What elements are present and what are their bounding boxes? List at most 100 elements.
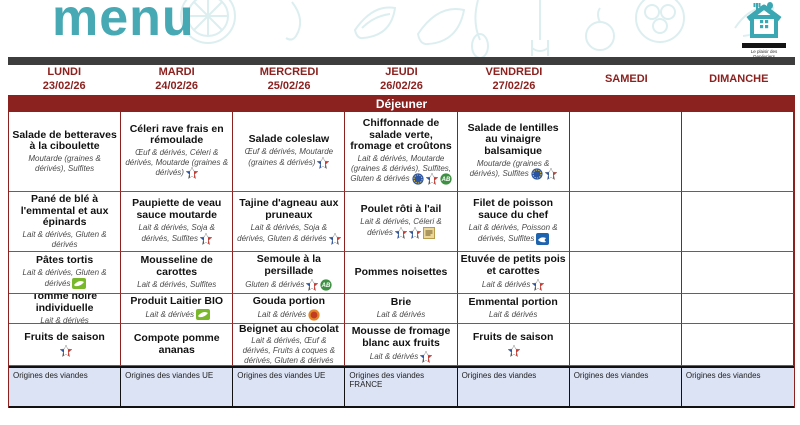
origin-cell-jeudi: Origines des viandes FRANCE bbox=[345, 366, 458, 408]
menu-item-allergens: Lait & dérivés, Soja & dérivés, Sulfites bbox=[138, 222, 215, 245]
menu-cell-entree-dimanche bbox=[681, 112, 794, 192]
menu-cell-accompagnement-lundi: Pâtes tortis Lait & dérivés, Gluten & dér… bbox=[9, 252, 122, 294]
menu-cell-dessert-jeudi: Mousse de fromage blanc aux fruits Lait &… bbox=[345, 324, 458, 366]
day-date: 27/02/26 bbox=[492, 80, 536, 92]
day-label: MARDI bbox=[158, 66, 195, 79]
france-origin-icon bbox=[424, 172, 439, 186]
table-top-bar bbox=[8, 57, 795, 65]
menu-cell-plat-lundi: Pané de blé à l'emmental et aux épinards… bbox=[9, 192, 122, 252]
day-label: DIMANCHE bbox=[709, 73, 769, 86]
menu-item-allergens: Lait & dérivés bbox=[40, 315, 89, 324]
menu-item-title: Tomme noire individuelle bbox=[31, 294, 98, 315]
origin-cell-dimanche: Origines des viandes bbox=[681, 366, 794, 408]
france-origin-icon bbox=[507, 344, 521, 358]
day-header-dimanche: DIMANCHE bbox=[683, 65, 795, 95]
day-header-samedi: SAMEDI bbox=[570, 65, 682, 95]
menu-cell-dessert-samedi bbox=[569, 324, 682, 366]
house-fork-spoon-icon bbox=[746, 2, 782, 38]
menu-table: Déjeuner Salade de betteraves à la cibou… bbox=[8, 95, 795, 408]
yellow-quality-label-icon bbox=[422, 226, 435, 239]
menu-cell-accompagnement-jeudi: Pommes noisettes bbox=[345, 252, 458, 294]
brand-logo: Le plaisir des Genévriers bbox=[736, 2, 792, 59]
france-origin-icon bbox=[199, 231, 213, 245]
menu-item-labels bbox=[531, 167, 558, 181]
menu-item-allergens: Lait & dérivés bbox=[258, 309, 320, 321]
menu-item-allergens bbox=[58, 344, 73, 358]
day-label: LUNDI bbox=[47, 66, 82, 79]
menu-item-allergens: Œuf & dérivés, Moutarde (graines & dériv… bbox=[244, 147, 334, 169]
menu-cell-dessert-lundi: Fruits de saison bbox=[9, 324, 122, 366]
menu-item-title: Etuvée de petits pois et carottes bbox=[460, 253, 566, 277]
menu-item-title: Salade de lentilles au vinaigre balsamiq… bbox=[467, 121, 559, 158]
menu-cell-dessert-mardi: Compote pomme ananas bbox=[121, 324, 234, 366]
menu-item-title: Pâtes tortis bbox=[35, 254, 94, 267]
day-header-lundi: LUNDI 23/02/26 bbox=[8, 65, 120, 95]
day-date: 25/02/26 bbox=[267, 80, 311, 92]
blue-quality-label-icon bbox=[411, 173, 424, 185]
day-date: 24/02/26 bbox=[155, 80, 199, 92]
menu-item-title: Fruits de saison bbox=[472, 331, 554, 344]
menu-cell-plat-mardi: Paupiette de veau sauce moutarde Lait & d… bbox=[121, 192, 234, 252]
menu-item-allergens: Lait & dérivés, Céleri & dérivés bbox=[360, 217, 442, 239]
menu-cell-entree-lundi: Salade de betteraves à la ciboulette Mout… bbox=[9, 112, 122, 192]
menu-item-title: Brie bbox=[390, 296, 412, 309]
france-origin-icon bbox=[419, 350, 433, 363]
day-label: SAMEDI bbox=[604, 73, 648, 86]
menu-cell-fromage-lundi: Tomme noire individuelle Lait & dérivés bbox=[9, 294, 122, 324]
sustainable-fishing-icon bbox=[536, 232, 550, 245]
menu-item-allergens: Gluten & dérivés AB bbox=[245, 278, 333, 291]
menu-item-labels bbox=[531, 278, 545, 291]
menu-cell-fromage-mardi: Produit Laitier BIO Lait & dérivés bbox=[121, 294, 234, 324]
menu-item-title: Semoule à la persillade bbox=[256, 253, 321, 277]
menu-item-allergens: Lait & dérivés, Œuf & dérivés, Fruits à … bbox=[242, 336, 336, 365]
france-origin-icon bbox=[327, 231, 342, 245]
menu-item-allergens: Lait & dérivés, Gluten & dérivés bbox=[22, 230, 107, 249]
menu-item-title: Pommes noisettes bbox=[354, 265, 448, 278]
menu-cell-accompagnement-dimanche bbox=[681, 252, 794, 294]
menu-item-labels bbox=[58, 344, 73, 358]
day-label: MERCREDI bbox=[259, 66, 319, 79]
day-header-jeudi: JEUDI 26/02/26 bbox=[345, 65, 457, 95]
origin-cell-lundi: Origines des viandes bbox=[9, 366, 122, 408]
menu-item-labels bbox=[419, 350, 433, 363]
day-label: VENDREDI bbox=[485, 66, 543, 79]
menu-item-title: Céleri rave frais en rémoulade bbox=[129, 122, 224, 147]
menu-item-labels bbox=[316, 155, 331, 169]
menu-item-title: Mousseline de carottes bbox=[140, 254, 213, 279]
france-origin-icon bbox=[531, 278, 545, 291]
ab-bio-icon: AB bbox=[320, 279, 333, 291]
menu-cell-fromage-samedi bbox=[569, 294, 682, 324]
france-origin-icon bbox=[185, 166, 199, 180]
menu-item-allergens: Lait & dérivés, Moutarde (graines & déri… bbox=[350, 154, 452, 186]
logo-banner bbox=[742, 43, 786, 48]
meal-banner: Déjeuner bbox=[9, 96, 794, 112]
menu-cell-fromage-jeudi: Brie Lait & dérivés bbox=[345, 294, 458, 324]
menu-item-title: Gouda portion bbox=[252, 295, 326, 308]
menu-item-allergens: Lait & dérivés bbox=[145, 308, 210, 321]
menu-cell-dessert-mercredi: Beignet au chocolat Lait & dérivés, Œuf &… bbox=[233, 324, 346, 366]
menu-item-allergens: Lait & dérivés, Soja & dérivés, Gluten &… bbox=[236, 223, 342, 245]
menu-item-allergens: Œuf & dérivés, Céleri & dérivés, Moutard… bbox=[125, 148, 229, 180]
menu-item-allergens: Lait & dérivés bbox=[376, 310, 426, 320]
menu-item-title: Filet de poisson sauce du chef bbox=[473, 197, 554, 222]
day-date: 26/02/26 bbox=[380, 80, 423, 92]
origin-cell-samedi: Origines des viandes bbox=[569, 366, 682, 408]
menu-cell-plat-mercredi: Tajine d'agneau aux pruneaux Lait & dériv… bbox=[233, 192, 346, 252]
menu-cell-plat-jeudi: Poulet rôti à l'ail Lait & dérivés, Céler… bbox=[345, 192, 458, 252]
menu-cell-entree-mercredi: Salade coleslaw Œuf & dérivés, Moutarde (… bbox=[233, 112, 346, 192]
menu-cell-accompagnement-vendredi: Etuvée de petits pois et carottes Lait & … bbox=[457, 252, 570, 294]
france-origin-icon bbox=[305, 278, 320, 291]
menu-cell-fromage-mercredi: Gouda portion Lait & dérivés bbox=[233, 294, 346, 324]
menu-item-title: Salade de betteraves à la ciboulette bbox=[12, 128, 117, 153]
menu-item-allergens bbox=[506, 344, 521, 358]
menu-item-title: Tajine d'agneau aux pruneaux bbox=[239, 197, 339, 222]
menu-item-labels bbox=[195, 308, 210, 321]
day-header-mardi: MARDI 24/02/26 bbox=[120, 65, 232, 95]
eu-organic-leaf-icon bbox=[195, 308, 210, 321]
menu-cell-entree-mardi: Céleri rave frais en rémoulade Œuf & déri… bbox=[121, 112, 234, 192]
menu-cell-entree-jeudi: Chiffonnade de salade verte, fromage et … bbox=[345, 112, 458, 192]
menu-item-labels bbox=[72, 277, 87, 290]
menu-item-labels bbox=[536, 232, 550, 245]
svg-text:AB: AB bbox=[440, 177, 450, 183]
